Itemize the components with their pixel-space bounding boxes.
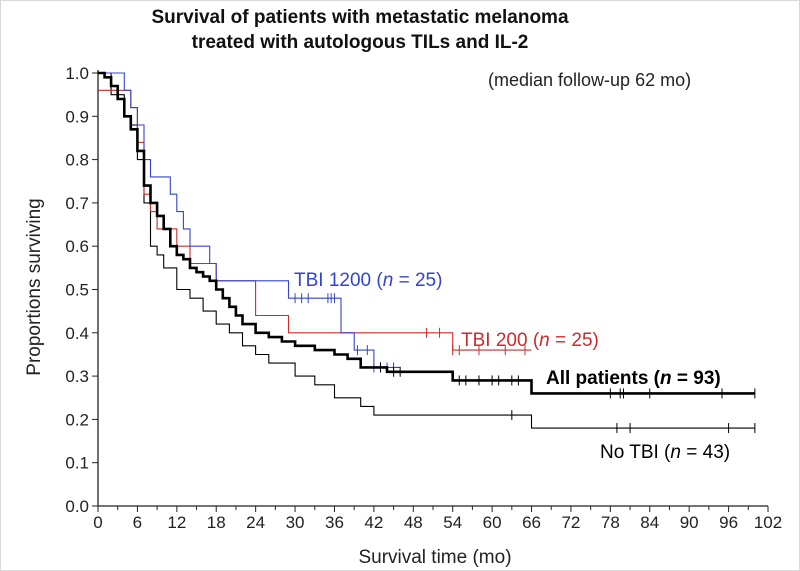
x-tick-label: 6 — [133, 513, 142, 532]
y-axis-title: Proportions surviving — [24, 198, 45, 375]
x-tick-label: 48 — [404, 513, 423, 532]
chart-subtitle: (median follow-up 62 mo) — [488, 70, 692, 90]
x-tick-label: 72 — [561, 513, 580, 532]
x-tick-label: 96 — [719, 513, 738, 532]
y-tick-label: 0.2 — [65, 410, 89, 429]
y-tick-label: 1.0 — [65, 64, 89, 83]
x-tick-label: 90 — [680, 513, 699, 532]
x-tick-label: 78 — [601, 513, 620, 532]
y-tick-label: 0.0 — [65, 497, 89, 516]
x-tick-label: 30 — [286, 513, 305, 532]
series-label-tbi-200: TBI 200 (n = 25) — [461, 330, 599, 351]
chart-title-line1: Survival of patients with metastatic mel… — [151, 7, 569, 28]
y-tick-label: 0.5 — [65, 281, 89, 300]
series-label-all-patients: All patients (n = 93) — [546, 368, 721, 389]
series-line-no-tbi — [98, 72, 755, 429]
chart-title-line2: treated with autologous TILs and IL-2 — [191, 32, 529, 53]
series-layer — [98, 71, 756, 434]
y-tick-label: 0.9 — [65, 107, 89, 126]
x-tick-label: 12 — [167, 513, 186, 532]
x-tick-label: 0 — [93, 513, 102, 532]
x-tick-label: 102 — [754, 513, 782, 532]
x-tick-label: 18 — [207, 513, 226, 532]
y-tick-label: 0.7 — [65, 194, 89, 213]
y-tick-label: 0.4 — [65, 324, 89, 343]
axes: 0 6 12 18 24 30 36 42 48 54 60 66 72 78 84 90 96 102 0.0 0.… — [65, 64, 782, 532]
x-tick-label: 60 — [483, 513, 502, 532]
x-tick-label: 36 — [325, 513, 344, 532]
x-tick-label: 54 — [443, 513, 462, 532]
y-tick-label: 0.1 — [65, 454, 89, 473]
series-line-all-patients — [98, 71, 755, 395]
x-axis-title: Survival time (mo) — [358, 547, 511, 568]
x-tick-label: 42 — [364, 513, 383, 532]
y-tick-label: 0.8 — [65, 151, 89, 170]
series-line-tbi-1200 — [98, 72, 401, 368]
series-label-no-tbi: No TBI (n = 43) — [600, 442, 730, 463]
y-tick-label: 0.3 — [65, 367, 89, 386]
series-labels: TBI 1200 (n = 25) TBI 200 (n = 25) All pat… — [294, 270, 730, 463]
y-tick-label: 0.6 — [65, 237, 89, 256]
x-tick-label: 66 — [522, 513, 541, 532]
x-tick-label: 24 — [246, 513, 265, 532]
x-tick-label: 84 — [640, 513, 659, 532]
series-label-tbi-1200: TBI 1200 (n = 25) — [294, 270, 442, 291]
